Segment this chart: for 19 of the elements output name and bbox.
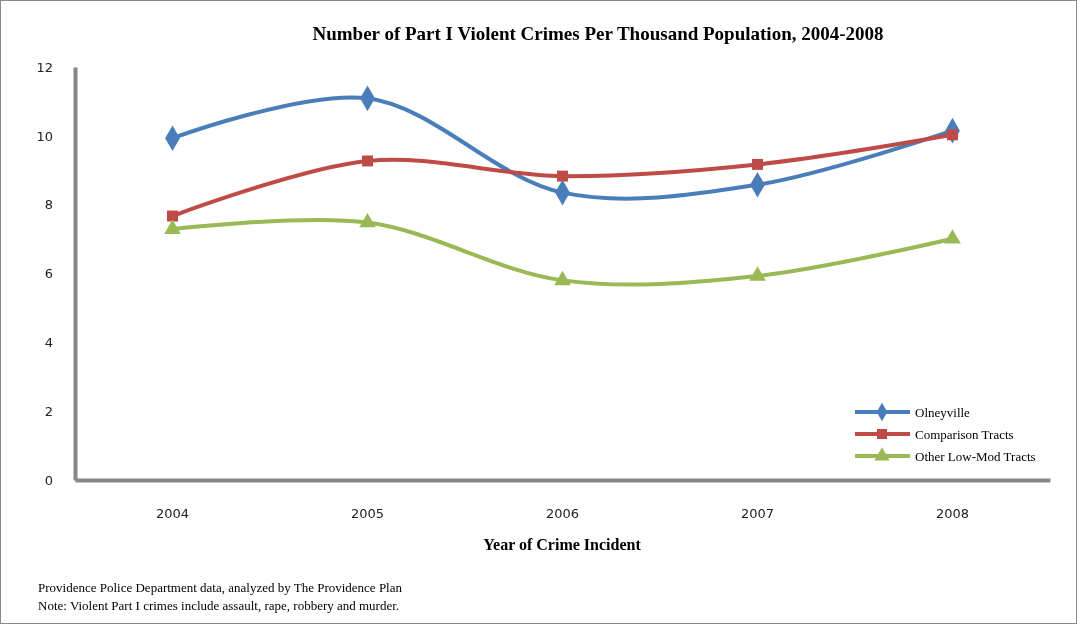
x-tick-label: 2008 — [935, 506, 970, 522]
legend-label: Other Low-Mod Tracts — [915, 448, 1036, 464]
y-tick-label: 10 — [36, 128, 53, 144]
x-tick-label: 2006 — [545, 506, 580, 522]
x-tick-label: 2007 — [740, 506, 775, 522]
legend-label: Comparison Tracts — [915, 426, 1014, 442]
legend-label: Olneyville — [915, 404, 971, 420]
y-tick-label: 12 — [36, 59, 53, 75]
y-tick-label: 0 — [44, 472, 53, 488]
text: Providence Police Department data, analyzed by The Providence Plan — [38, 580, 403, 595]
x-tick-label: 2004 — [155, 506, 190, 522]
y-tick-label: 6 — [44, 266, 53, 282]
x-axis-title: Year of Crime Incident — [483, 536, 642, 553]
chart-title: Number of Part I Violent Crimes Per Thousand Population, 2004-2008 — [312, 23, 884, 44]
x-tick-label: 2005 — [350, 506, 385, 522]
y-tick-label: 4 — [44, 334, 53, 350]
y-tick-label: 8 — [44, 197, 53, 213]
text: Note: Violent Part I crimes include assault, rape, robbery and murder. — [38, 598, 400, 613]
y-tick-label: 2 — [44, 403, 53, 419]
